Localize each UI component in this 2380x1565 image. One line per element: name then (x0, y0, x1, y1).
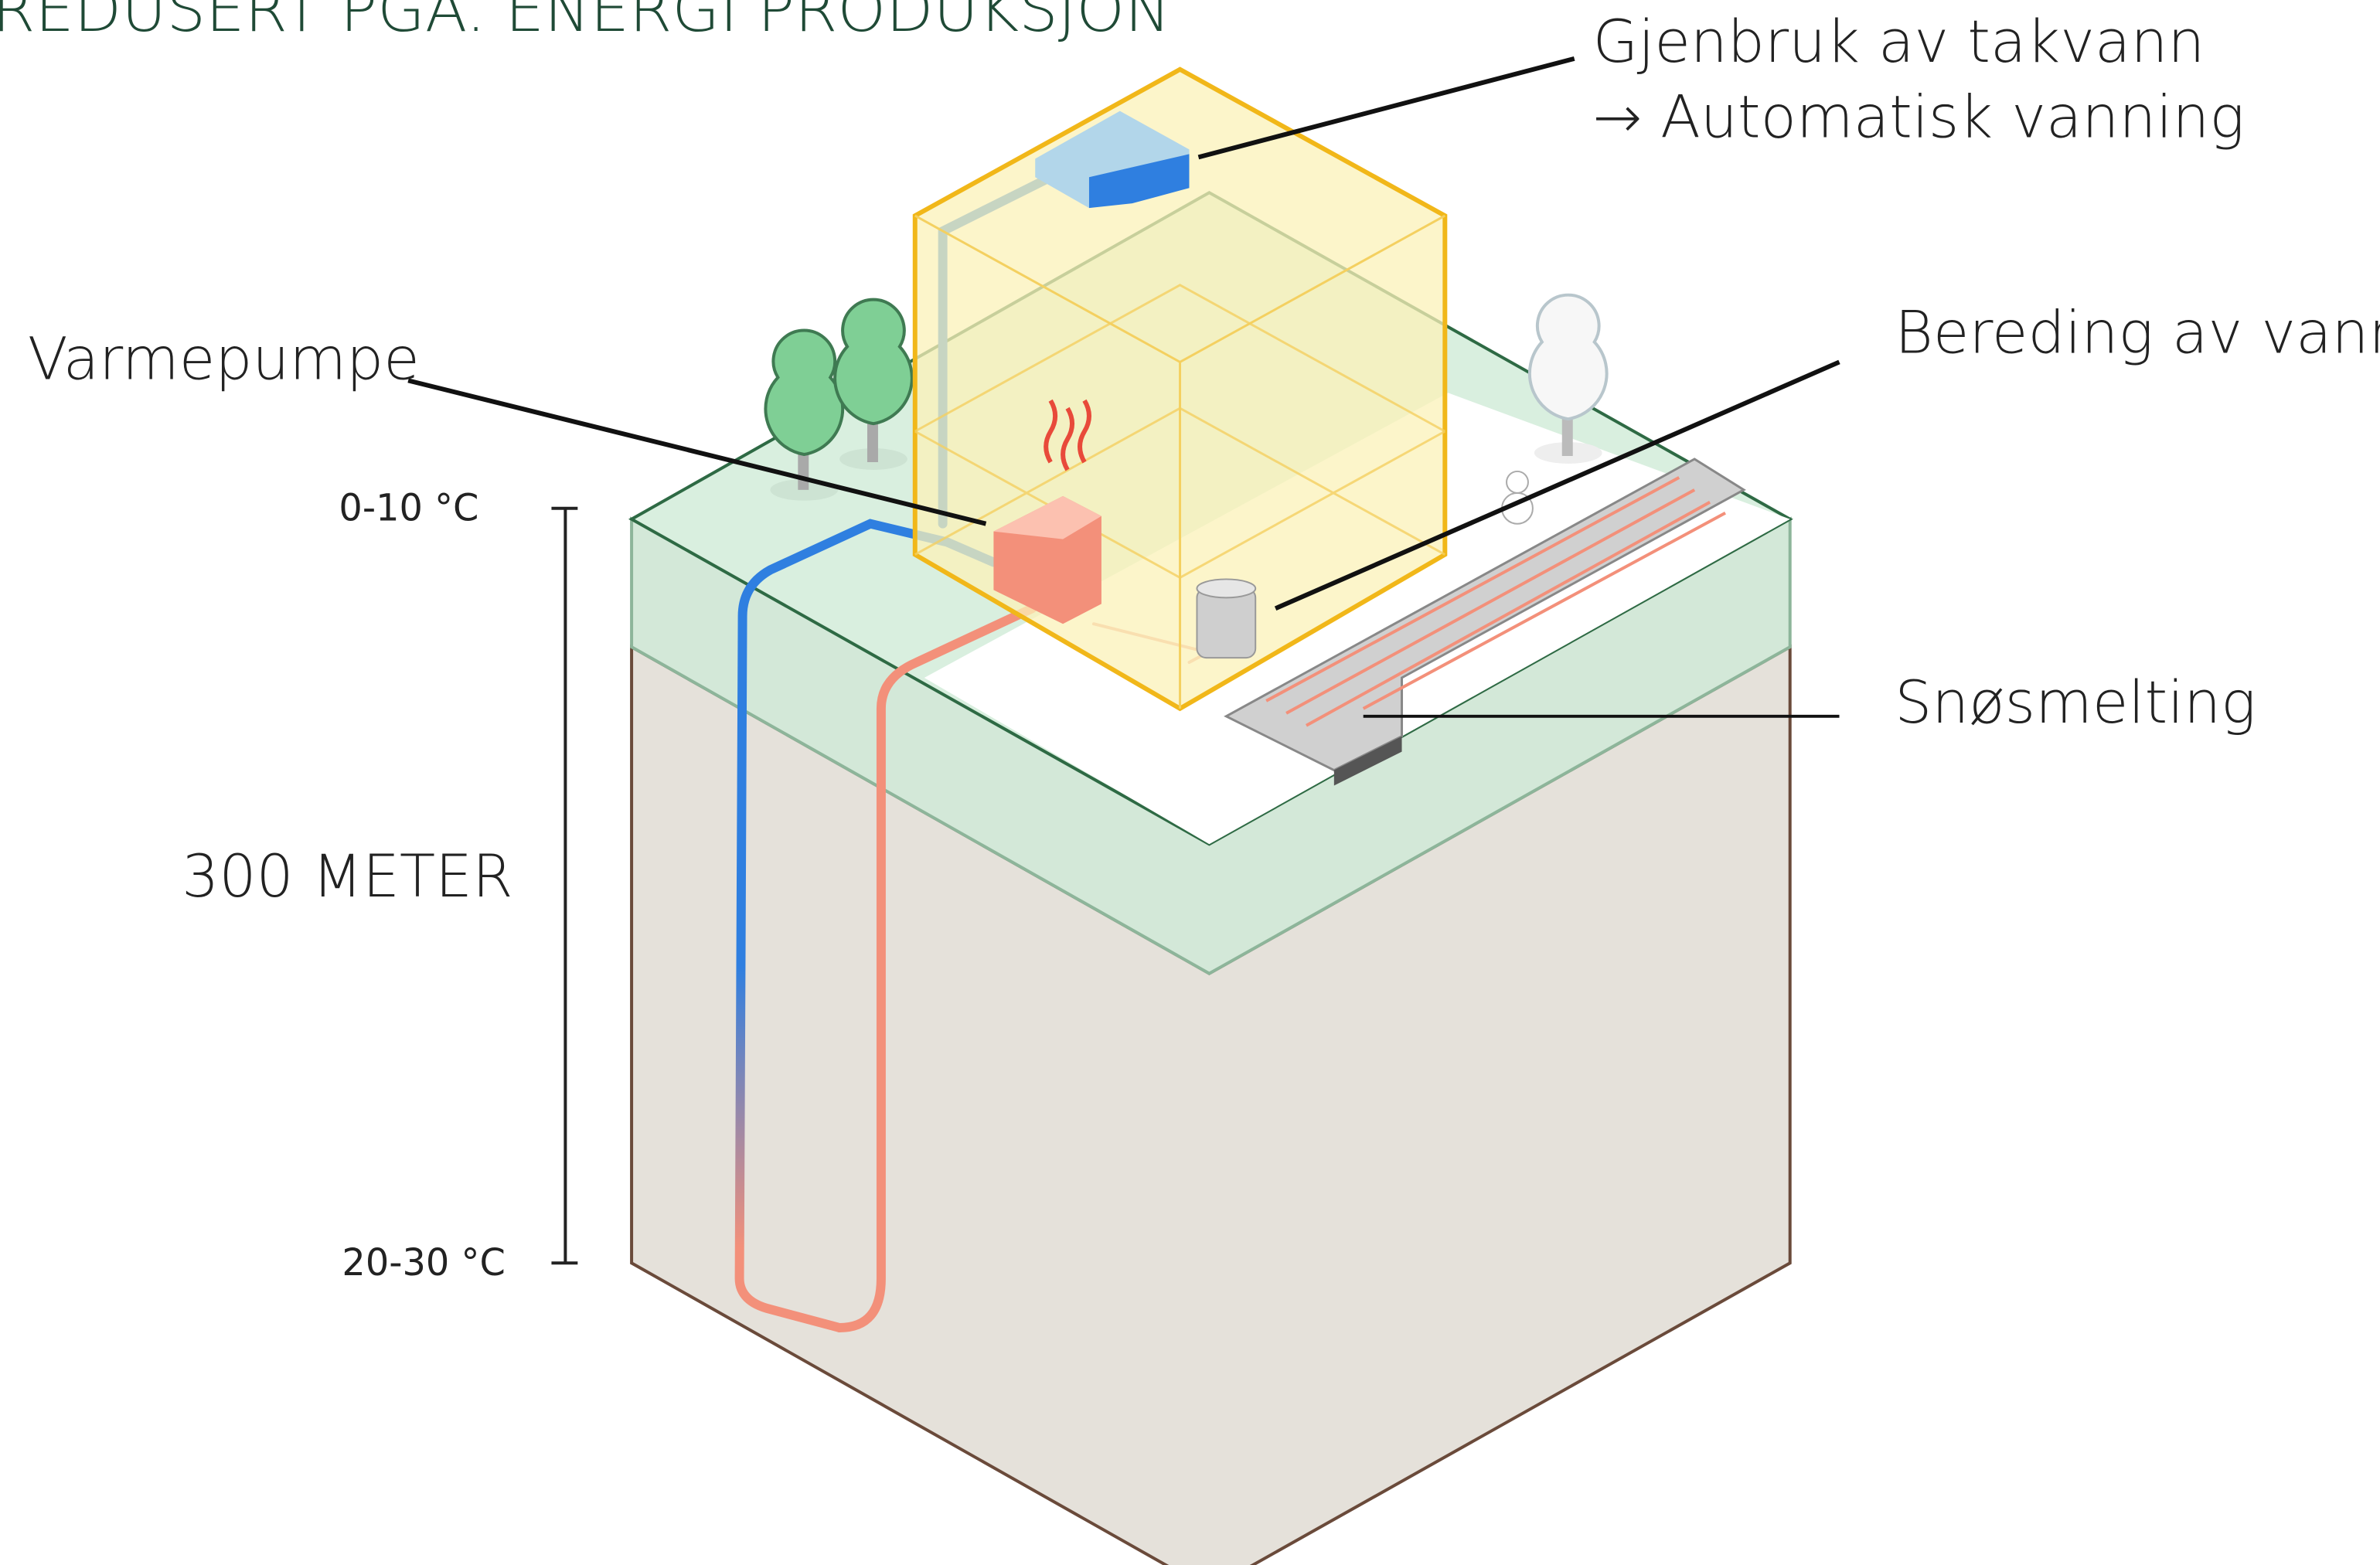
title: REDUSERT PGA. ENERGI PRODUKSJON (0, 0, 1171, 46)
label: → Automatisk vanning (1593, 83, 2245, 151)
label: Varmepumpe (28, 325, 420, 393)
label: 300 METER (182, 842, 512, 910)
leader-lines (407, 56, 1840, 718)
label: Gjenbruk av takvann (1593, 8, 2205, 76)
label: Snøsmelting (1895, 669, 2256, 737)
depth-scale (551, 506, 578, 1265)
label: Bereding av vann (1895, 298, 2380, 366)
temperature: 0-10 °C (339, 488, 478, 530)
trees (764, 293, 1609, 525)
building (912, 66, 1448, 712)
temperature: 20-30 °C (342, 1242, 505, 1284)
